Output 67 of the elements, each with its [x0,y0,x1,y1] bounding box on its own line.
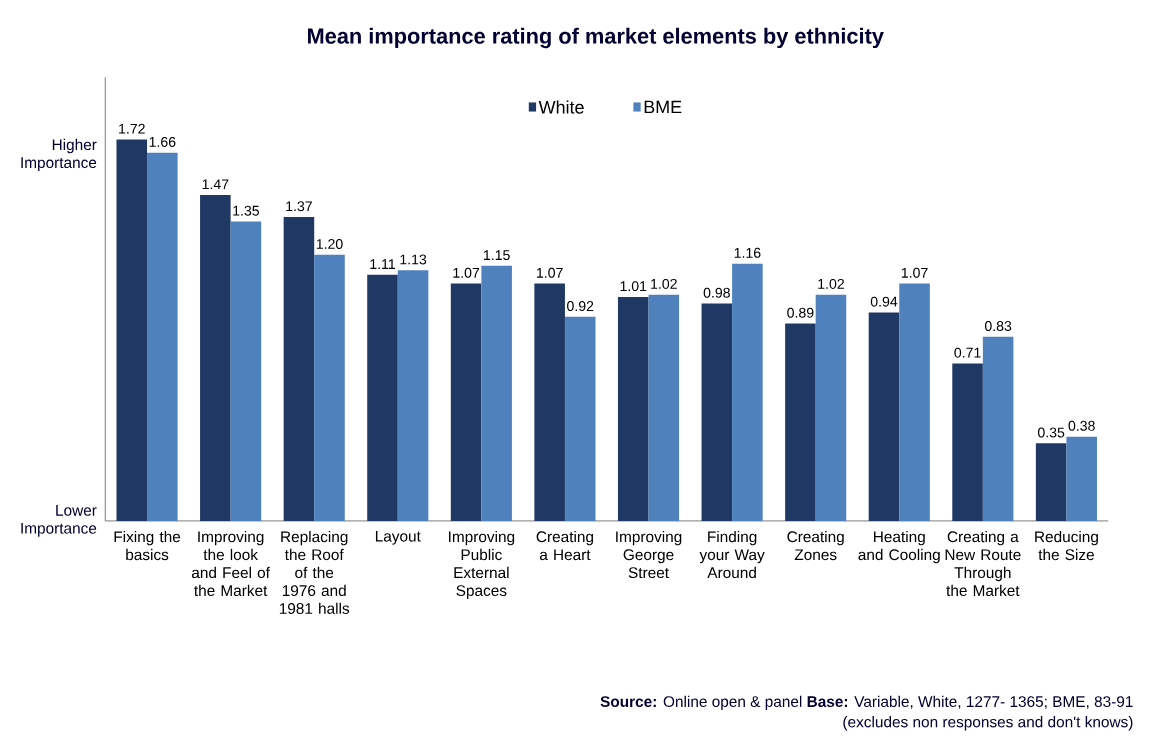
x-tick-label: Creating Zones [787,531,844,561]
text: Higher Importance [21,138,97,172]
data-label: 0.38 [1068,420,1095,431]
chart-title: Mean importance rating of market elements by ethnicity [308,27,884,49]
x-tick-label: Improving the look and Feel of the Market [191,531,270,597]
x-tick-label: Improving George Street [616,531,682,579]
bar [564,316,596,522]
x-tick-label: Creating a Heart [536,531,593,561]
bar [899,283,930,522]
bar [868,312,900,522]
text: Source: Online open & panel Base: Variable, White, 1277- 1365; BME, 83-91 [600,695,1133,711]
data-label: 0.35 [1037,427,1065,438]
data-label: 1.02 [651,279,677,289]
bar [1066,436,1097,522]
data-label: 1.66 [149,137,176,148]
data-label: 1.15 [483,250,510,261]
data-label: 1.47 [202,179,229,190]
bar [397,270,429,522]
data-label: 0.83 [984,321,1012,332]
data-label: 1.72 [119,123,145,134]
x-tick-label: Replacing the Roof of the 1976 and 1981 halls [279,531,350,615]
data-label: 1.13 [400,254,427,265]
data-label: 1.07 [901,267,928,278]
x-tick-label: Improving Public External Spaces [449,531,515,600]
bar [982,336,1014,522]
bar [230,221,262,522]
bar [481,265,512,522]
data-label: 1.02 [818,279,844,289]
bar [815,294,847,522]
data-label: 0.89 [787,307,814,318]
bar [450,283,482,522]
data-label: 1.20 [316,239,343,250]
bar [367,274,398,522]
x-tick-label: Reducing the Size [1035,531,1098,561]
data-label: 0.71 [954,347,981,358]
bar [1035,443,1067,522]
bar [200,194,231,522]
bar [785,323,816,522]
legend-label: White [538,100,584,114]
data-label: 1.35 [233,205,260,216]
bar [732,263,763,522]
bar [147,152,178,522]
bar [314,254,345,522]
data-label: 1.16 [734,247,761,258]
data-label: 0.94 [870,296,898,307]
text: (excludes non responses and don't knows) [843,716,1133,731]
data-label: 0.92 [567,301,594,312]
data-label: 0.98 [703,287,730,298]
bar [648,294,680,522]
bar [116,139,148,522]
text: Lower Importance [21,505,97,537]
data-label: 1.11 [370,259,396,270]
legend-label: BME [644,100,682,114]
x-tick-label: Heating and Cooling [858,531,940,564]
bar [283,217,315,522]
data-label: 1.07 [537,267,563,278]
data-label: 1.07 [453,267,480,278]
data-label: 1.01 [620,281,647,292]
x-tick-label: Finding your Way Around [699,531,765,579]
bar [617,297,649,522]
x-tick-label: Layout [375,531,421,545]
data-label: 1.37 [286,201,312,212]
x-tick-label: Fixing the basics [114,531,181,561]
bar [534,283,565,522]
x-tick-label: Creating a New Route Through the Market [945,531,1021,597]
bar [701,303,733,522]
bar [952,363,983,522]
